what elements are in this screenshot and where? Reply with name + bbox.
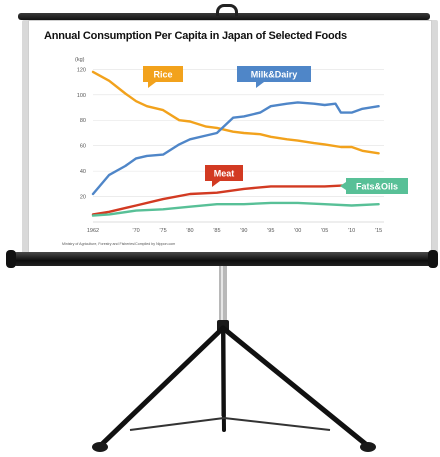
chart-title: Annual Consumption Per Capita in Japan o… [44, 30, 347, 42]
x-tick-label: '05 [321, 228, 328, 234]
x-tick-label: '90 [240, 228, 247, 234]
x-tick-label: '10 [348, 228, 355, 234]
series-tag-box-rice [143, 66, 183, 82]
x-tick-label: '75 [159, 228, 166, 234]
series-tag-pointer-fats-oils [340, 182, 346, 190]
series-label-milk-dairy: Milk&Dairy [251, 70, 298, 80]
y-tick-label: 20 [80, 195, 86, 201]
screen-top-bar [18, 13, 430, 20]
series-line-milk-dairy [91, 101, 380, 196]
series-label-meat: Meat [214, 169, 235, 179]
series-tag-pointer-meat [212, 181, 220, 187]
x-tick-label: 1962 [87, 228, 99, 234]
projection-screen [28, 20, 432, 256]
x-tick-label: '70 [133, 228, 140, 234]
series-label-fats-oils: Fats&Oils [356, 182, 398, 192]
y-tick-label: 120 [77, 67, 86, 73]
x-tick-label: '15 [375, 228, 382, 234]
series-line-fats-oils [91, 201, 380, 217]
series-tag-pointer-milk-dairy [256, 82, 264, 88]
screen-handle [216, 4, 238, 16]
series-tag-pointer-rice [148, 82, 156, 88]
y-tick-label: 60 [80, 144, 86, 150]
y-tick-label: 80 [80, 118, 86, 124]
y-tick-label: 100 [77, 93, 86, 99]
series-line-meat [91, 181, 380, 216]
x-tick-label: '00 [294, 228, 301, 234]
series-line-rice [91, 70, 380, 155]
chart-source: Ministry of Agriculture, Forestry and Fi… [62, 242, 176, 246]
x-tick-label: '95 [267, 228, 274, 234]
series-label-rice: Rice [153, 70, 172, 80]
y-tick-label: 40 [80, 169, 86, 175]
x-tick-label: '85 [213, 228, 220, 234]
bar-end-cap-right [428, 250, 438, 268]
y-axis-label: (kg) [75, 57, 85, 63]
screen-bottom-bar [10, 252, 438, 266]
series-tag-box-fats-oils [346, 178, 408, 194]
series-tag-box-meat [205, 165, 243, 181]
series-tag-box-milk-dairy [237, 66, 311, 82]
x-tick-label: '80 [186, 228, 193, 234]
bar-end-cap-left [6, 250, 16, 268]
